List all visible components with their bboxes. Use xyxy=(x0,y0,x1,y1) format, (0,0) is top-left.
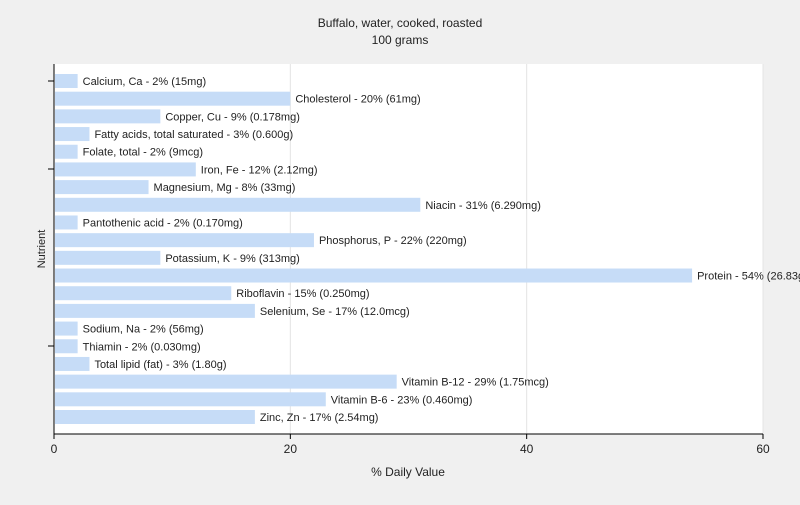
bar xyxy=(55,91,291,106)
bar xyxy=(55,268,693,283)
chart-subtitle: 100 grams xyxy=(372,33,429,47)
bar xyxy=(55,374,397,389)
bar-label: Cholesterol - 20% (61mg) xyxy=(295,94,420,106)
x-axis-label: % Daily Value xyxy=(371,465,445,479)
bar xyxy=(55,144,78,159)
bar-label: Iron, Fe - 12% (2.12mg) xyxy=(201,164,318,176)
bar xyxy=(55,250,161,265)
bar-label: Magnesium, Mg - 8% (33mg) xyxy=(154,182,296,194)
x-tick-label: 20 xyxy=(284,442,298,456)
bar-label: Copper, Cu - 9% (0.178mg) xyxy=(165,111,300,123)
bar-label: Vitamin B-6 - 23% (0.460mg) xyxy=(331,394,473,406)
bar xyxy=(55,321,78,336)
x-tick-label: 60 xyxy=(756,442,770,456)
bar-label: Total lipid (fat) - 3% (1.80g) xyxy=(94,359,226,371)
bar-label: Protein - 54% (26.83g) xyxy=(697,271,800,283)
bar xyxy=(55,392,326,407)
x-tick-label: 0 xyxy=(51,442,58,456)
bar xyxy=(55,215,78,230)
bar-label: Riboflavin - 15% (0.250mg) xyxy=(236,288,369,300)
bar xyxy=(55,109,161,124)
bar xyxy=(55,197,421,212)
bars xyxy=(55,74,693,424)
x-tick-label: 40 xyxy=(520,442,534,456)
bar xyxy=(55,303,255,318)
bar xyxy=(55,162,196,177)
bar xyxy=(55,339,78,354)
bar xyxy=(55,74,78,88)
bar-labels: Calcium, Ca - 2% (15mg) Cholesterol - 20%… xyxy=(83,76,800,424)
bar xyxy=(55,180,149,195)
bar xyxy=(55,356,90,371)
y-axis-label: Nutrient xyxy=(36,230,48,269)
chart-title: Buffalo, water, cooked, roasted xyxy=(318,16,483,30)
bar xyxy=(55,127,90,142)
bar-label: Fatty acids, total saturated - 3% (0.600… xyxy=(94,129,293,141)
bar-label: Pantothenic acid - 2% (0.170mg) xyxy=(83,217,243,229)
bar-label: Vitamin B-12 - 29% (1.75mcg) xyxy=(402,377,549,389)
bar-label: Folate, total - 2% (9mcg) xyxy=(83,147,203,159)
axes: 0 20 40 60 xyxy=(48,64,770,456)
bar xyxy=(55,410,255,424)
bar-label: Calcium, Ca - 2% (15mg) xyxy=(83,76,206,88)
plot-area xyxy=(54,64,763,434)
bar-label: Niacin - 31% (6.290mg) xyxy=(425,200,541,212)
bar-label: Sodium, Na - 2% (56mg) xyxy=(83,324,204,336)
bar-label: Selenium, Se - 17% (12.0mcg) xyxy=(260,306,410,318)
bar-label: Thiamin - 2% (0.030mg) xyxy=(83,341,201,353)
grid-lines xyxy=(289,64,764,434)
bar xyxy=(55,233,314,248)
bar-label: Potassium, K - 9% (313mg) xyxy=(165,253,300,265)
bar-label: Zinc, Zn - 17% (2.54mg) xyxy=(260,412,379,424)
bar xyxy=(55,286,232,301)
bar-label: Phosphorus, P - 22% (220mg) xyxy=(319,235,467,247)
